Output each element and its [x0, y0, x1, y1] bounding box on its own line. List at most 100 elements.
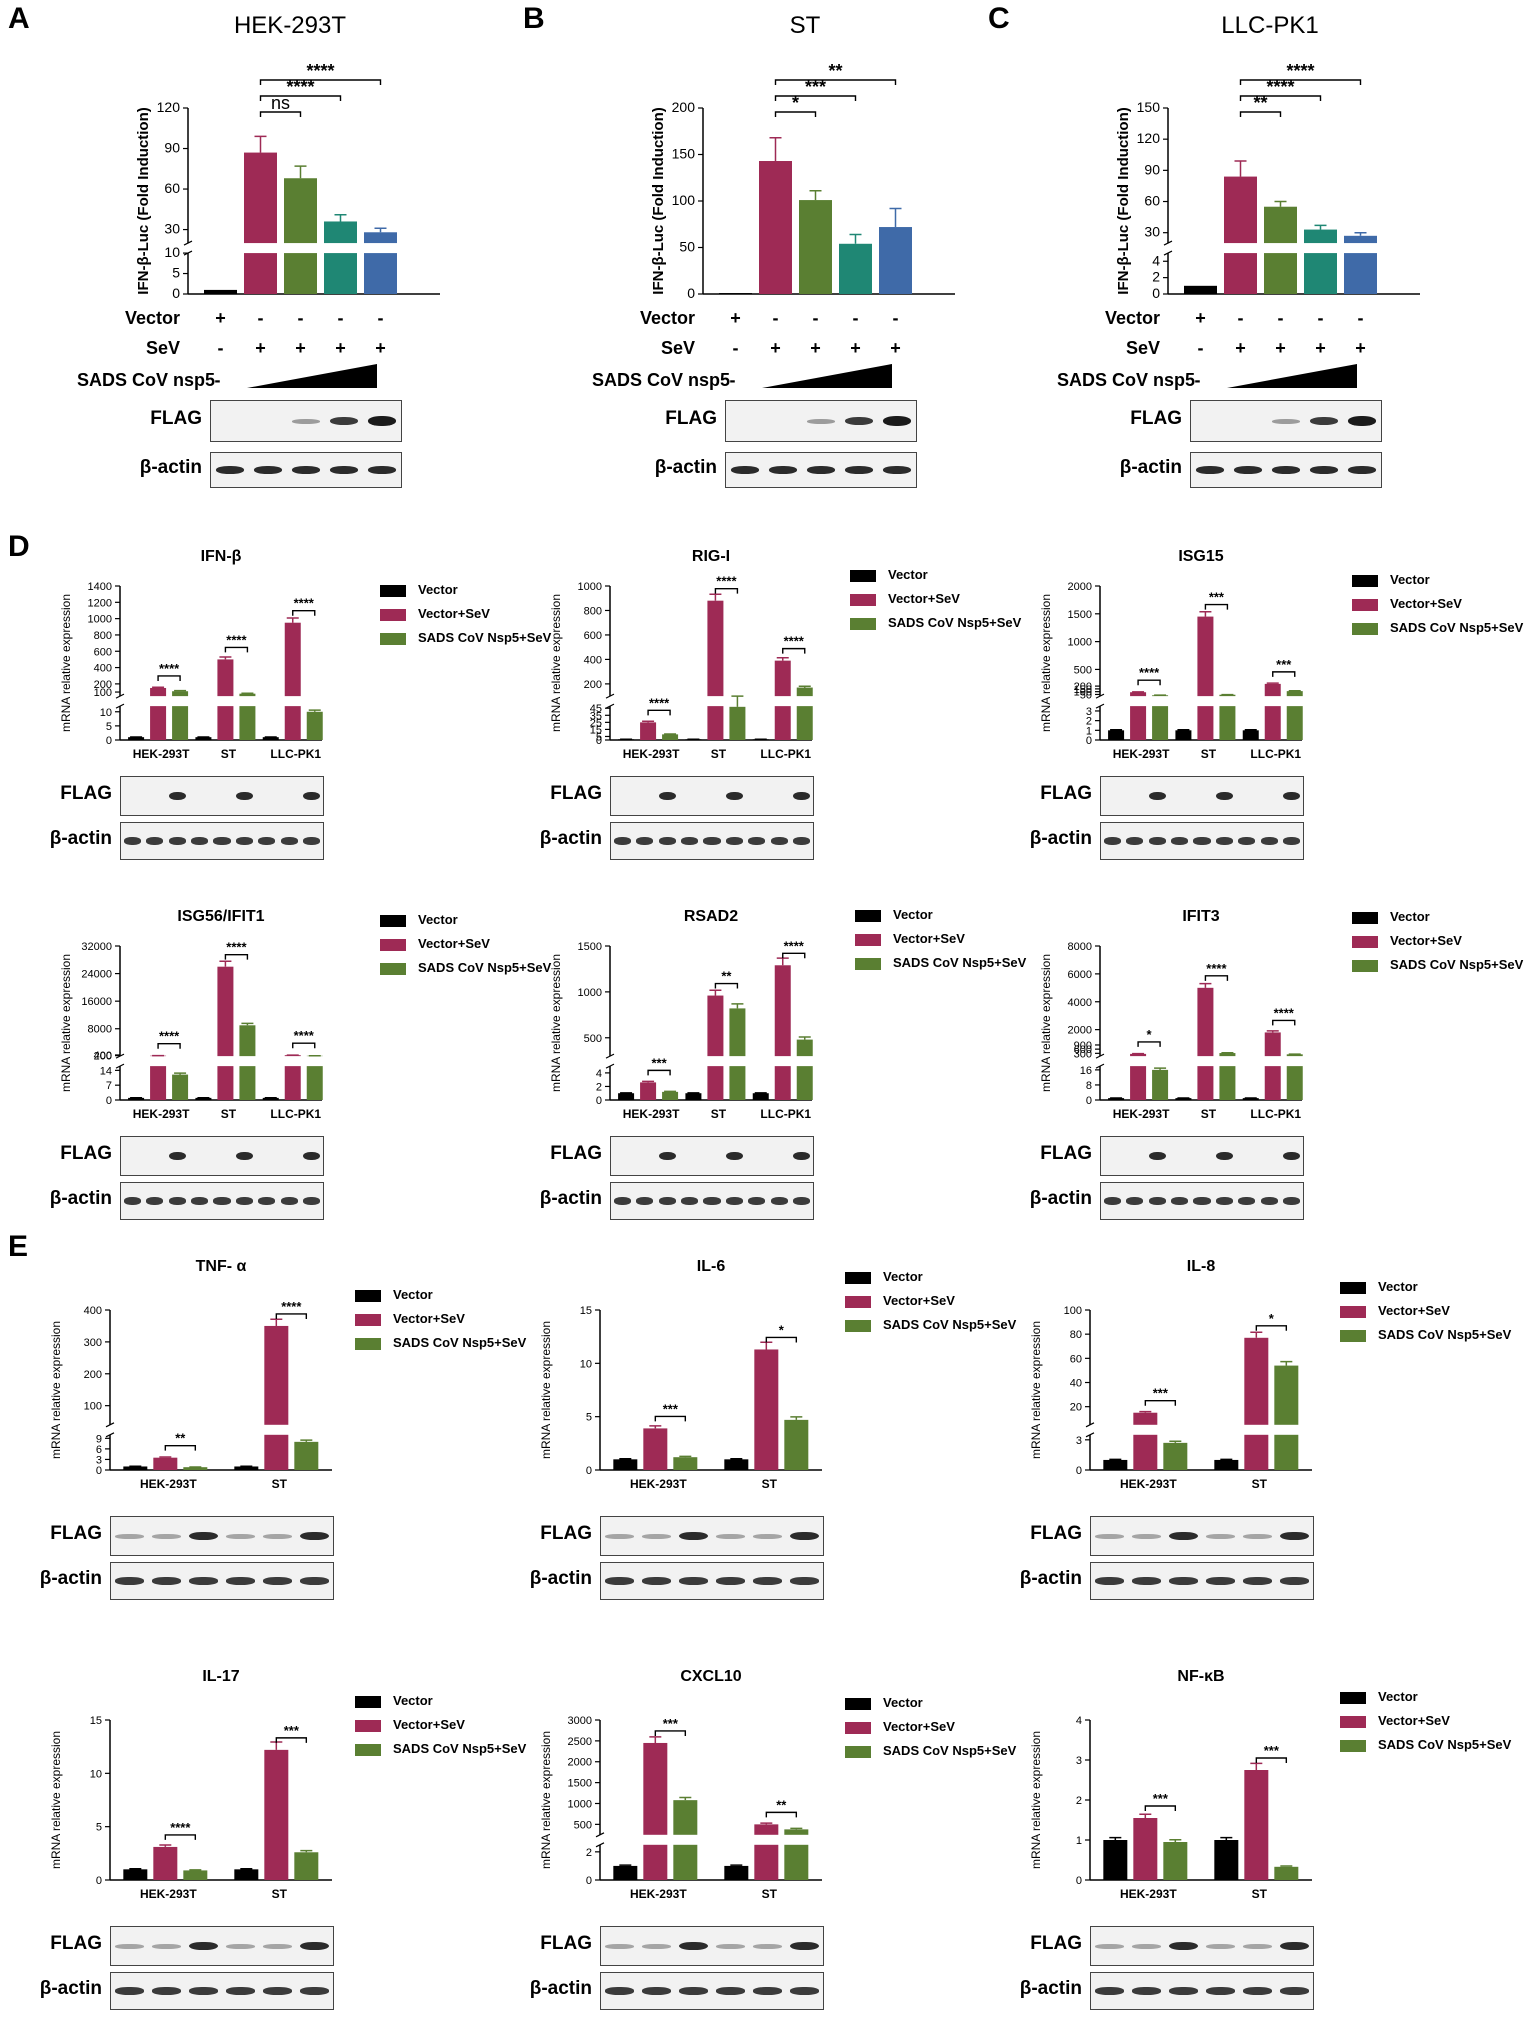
significance-label: **** — [226, 632, 247, 647]
bar-vector-sev — [643, 1742, 668, 1880]
category-label: ST — [1252, 1477, 1268, 1491]
mrna-chart-11: 0 1 2 3 4 mRNA relative expression *** *** HEK-2… — [1029, 1715, 1312, 1901]
error-bar — [129, 1867, 142, 1870]
y-tick-label: 40 — [1070, 1378, 1082, 1390]
significance-label: *** — [1153, 1386, 1169, 1401]
category-label: HEK-293T — [1120, 1477, 1177, 1491]
legend-label: SADS CoV Nsp5+SeV — [893, 955, 1027, 970]
bar-break-gap — [1128, 696, 1149, 707]
legend-label: Vector — [1390, 572, 1430, 587]
axis-break-mark — [1095, 1053, 1105, 1069]
treatment-label: Vector — [124, 308, 180, 328]
significance-label: **** — [294, 596, 315, 611]
error-bar — [1199, 611, 1212, 617]
blot-band — [636, 1197, 654, 1205]
bar-break-gap — [1242, 1424, 1271, 1435]
blot-band — [123, 837, 141, 845]
legend-swatch — [850, 570, 876, 582]
legend-swatch — [845, 1698, 871, 1710]
error-bar — [286, 617, 299, 623]
legend-swatch — [1352, 575, 1378, 587]
blot-band — [146, 837, 164, 845]
bar-break-gap — [1262, 696, 1283, 707]
bar-vector-sev — [1197, 987, 1214, 1100]
blot-label-flag: FLAG — [1030, 1932, 1082, 1954]
y-tick-label: 5 — [586, 1412, 592, 1424]
legend-swatch — [1352, 936, 1378, 948]
significance-bracket — [1204, 603, 1229, 610]
blot-band — [1309, 466, 1339, 474]
significance-label: ns — [271, 93, 290, 113]
y-tick-label: 2 — [596, 1081, 602, 1093]
blot-band — [300, 1577, 329, 1585]
category-label: LLC-PK1 — [760, 1107, 811, 1121]
y-tick-label: 100 — [84, 1401, 102, 1413]
error-bar — [334, 213, 347, 222]
blot-band — [1171, 1197, 1189, 1205]
chart-title: NF-κB — [1177, 1668, 1225, 1685]
blot-actin — [1100, 822, 1304, 860]
y-tick-label: 8000 — [1068, 941, 1092, 953]
bar-sads-cov-nsp5-sev — [294, 1852, 319, 1880]
bar-sads-cov-nsp5-sev — [1274, 1365, 1299, 1470]
bar-vector — [234, 1869, 259, 1880]
chart-title: IL-17 — [202, 1668, 240, 1685]
error-bar — [300, 1849, 313, 1853]
treatment-mark: - — [297, 308, 304, 328]
bar-vector — [1214, 1840, 1239, 1880]
treatment-mark: - — [852, 308, 859, 328]
y-tick-label: 30 — [1144, 224, 1160, 240]
blot-band — [1309, 416, 1339, 426]
y-tick-label: 600 — [584, 630, 602, 642]
blot-band — [123, 1197, 141, 1205]
legend-swatch — [1352, 960, 1378, 972]
nsp5-gradient-wedge — [246, 364, 377, 388]
bar-break-gap — [1195, 696, 1216, 707]
category-label: ST — [272, 1477, 288, 1491]
error-bar — [240, 1867, 253, 1870]
bar-vector — [195, 737, 212, 740]
blot-band — [1283, 1197, 1301, 1205]
y-tick-label: 1000 — [568, 1798, 592, 1810]
category-label: ST — [711, 1107, 727, 1121]
blot-band — [226, 1533, 255, 1539]
blot-band — [1215, 837, 1233, 845]
bar-vector-sev — [284, 1055, 301, 1100]
nsp5-label: SADS CoV nsp5 — [76, 370, 215, 390]
y-tick-label: 900 — [1074, 1040, 1092, 1052]
axis-break-mark — [605, 1053, 615, 1069]
error-bar — [798, 685, 811, 688]
bar-sads-cov-nsp5-sev — [796, 687, 813, 740]
bar-vector-sev — [1264, 683, 1281, 740]
legend-label: Vector+SeV — [1378, 1713, 1450, 1728]
legend-label: SADS CoV Nsp5+SeV — [883, 1317, 1017, 1332]
treatment-mark: + — [770, 338, 781, 358]
y-tick-label: 100 — [94, 687, 112, 699]
treatment-mark: + — [1235, 338, 1246, 358]
bar-vector — [1108, 730, 1125, 740]
significance-bracket — [275, 1313, 308, 1319]
y-axis-label: IFN-β-Luc (Fold Induction) — [1115, 107, 1132, 294]
blot-actin — [600, 1972, 824, 2010]
treatment-mark: + — [1275, 338, 1286, 358]
bar-break-gap — [1131, 1424, 1160, 1435]
error-bar — [1154, 1067, 1167, 1070]
significance-label: **** — [306, 61, 334, 81]
blot-flag — [610, 776, 814, 816]
blot-band — [1148, 1151, 1166, 1161]
bar-break-gap — [322, 243, 359, 254]
blot-flag — [725, 400, 917, 442]
bar-break-gap — [304, 1056, 325, 1067]
blot-band — [258, 837, 276, 845]
y-tick-label: 1200 — [88, 597, 112, 609]
blot-band — [189, 1577, 218, 1585]
y-axis-label: mRNA relative expression — [1039, 954, 1053, 1092]
blot-band — [235, 837, 253, 845]
bar-vector — [123, 1869, 148, 1880]
y-tick-label: 7 — [106, 1080, 112, 1092]
bar-vector-sev — [707, 600, 724, 740]
category-label: ST — [711, 747, 727, 761]
legend-swatch — [1340, 1740, 1366, 1752]
bar-sads-cov-nsp5-sev — [796, 1039, 813, 1100]
